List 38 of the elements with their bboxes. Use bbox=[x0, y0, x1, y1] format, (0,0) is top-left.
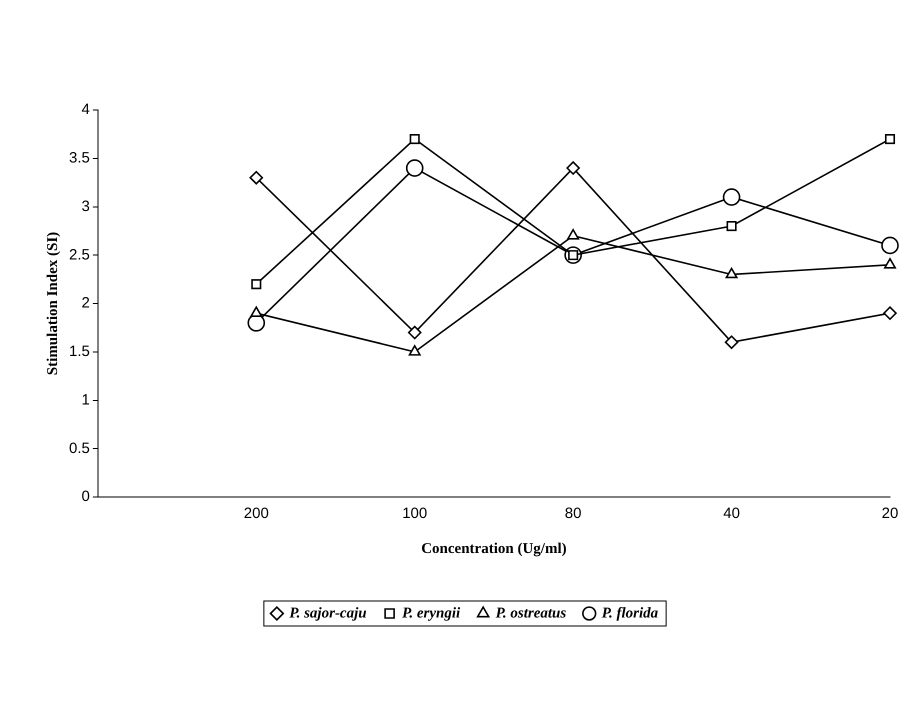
point bbox=[408, 326, 422, 340]
y-tick-label: 2 bbox=[82, 294, 90, 312]
y-tick-label: 4 bbox=[82, 101, 90, 118]
point bbox=[881, 236, 899, 254]
point bbox=[884, 258, 896, 269]
point bbox=[884, 134, 896, 144]
point bbox=[408, 345, 421, 356]
point bbox=[250, 306, 262, 317]
y-tick-label: 1 bbox=[82, 391, 90, 408]
point bbox=[726, 268, 738, 278]
point bbox=[726, 221, 737, 232]
point bbox=[410, 134, 420, 144]
legend-label: P. ostreatus bbox=[496, 605, 566, 622]
y-tick-label: 3.5 bbox=[68, 150, 90, 167]
x-tick-label: 40 bbox=[723, 505, 740, 522]
point bbox=[722, 188, 740, 206]
point bbox=[724, 335, 738, 349]
point bbox=[406, 159, 424, 177]
legend-label: P. eryngii bbox=[402, 605, 461, 622]
point bbox=[567, 228, 580, 240]
point bbox=[566, 161, 580, 175]
point bbox=[883, 306, 897, 320]
y-axis-title: Stimulation Index (SI) bbox=[44, 232, 61, 376]
y-tick-label: 3 bbox=[82, 198, 90, 215]
x-axis-title: Concentration (Ug/ml) bbox=[421, 540, 567, 557]
point bbox=[247, 314, 266, 332]
y-tick-label: 0 bbox=[82, 488, 90, 506]
point bbox=[249, 170, 264, 185]
y-tick-label: 0.5 bbox=[68, 440, 90, 457]
point bbox=[251, 279, 262, 290]
y-tick-label: 2.5 bbox=[68, 246, 90, 264]
y-tick-label: 1.5 bbox=[68, 343, 90, 360]
legend-label: P. florida bbox=[602, 605, 659, 622]
legend-label: P. sajor-caju bbox=[289, 605, 367, 622]
x-tick-label: 200 bbox=[244, 505, 269, 522]
x-tick-label: 20 bbox=[882, 505, 898, 522]
x-tick-label: 80 bbox=[564, 505, 582, 522]
x-tick-label: 100 bbox=[402, 505, 428, 522]
